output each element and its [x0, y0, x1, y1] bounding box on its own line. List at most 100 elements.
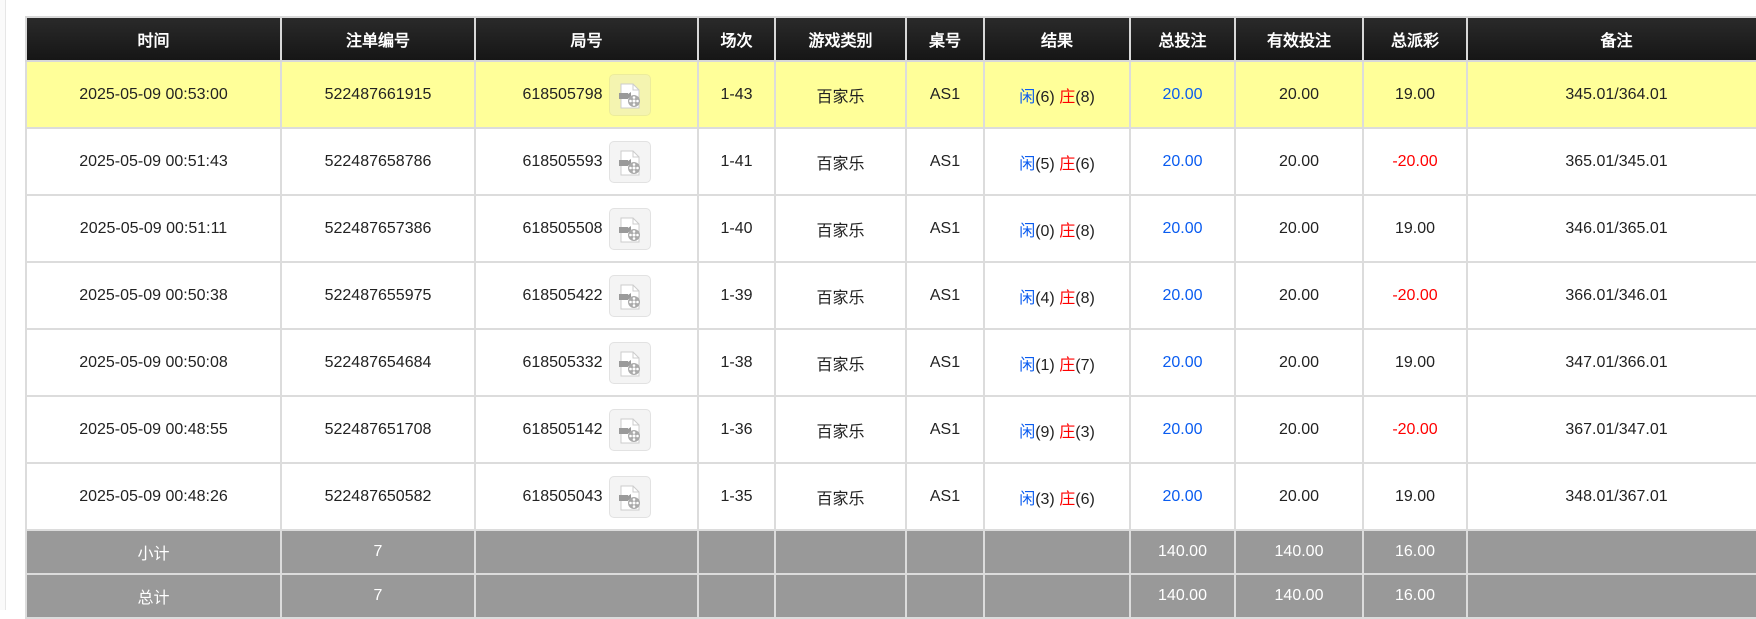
table-row: 2025-05-09 00:53:00 522487661915 6185057…	[25, 60, 1756, 129]
total-bet-cell: 20.00	[1129, 194, 1236, 263]
bet-history-table: 时间 注单编号 局号 场次 游戏类别 桌号 结果 总投注 有效投注 总派彩 备注 2025-05-0…	[25, 16, 1756, 619]
table-number-cell: AS1	[905, 194, 985, 263]
player-label: 闲	[1019, 490, 1036, 508]
total-bet-cell: 20.00	[1129, 328, 1236, 397]
table-number-cell: AS1	[905, 328, 985, 397]
subtotal-total-bet: 140.00	[1129, 529, 1236, 575]
column-header: 时间	[25, 16, 282, 62]
column-header: 总派彩	[1362, 16, 1468, 62]
player-score: (4)	[1035, 289, 1055, 307]
bet-id-cell: 522487655975	[280, 261, 476, 330]
column-header: 有效投注	[1234, 16, 1364, 62]
empty-cell	[1466, 573, 1756, 619]
result-cell: 闲(0) 庄(8)	[983, 194, 1131, 263]
total-bet-cell: 20.00	[1129, 462, 1236, 531]
session-cell: 1-38	[697, 328, 776, 397]
game-type-cell: 百家乐	[774, 194, 907, 263]
banker-label: 庄	[1059, 222, 1076, 240]
column-header: 桌号	[905, 16, 985, 62]
payout-cell: 19.00	[1362, 194, 1468, 263]
round-cell: 618505593	[474, 127, 699, 196]
subtotal-valid-bet: 140.00	[1234, 529, 1364, 575]
empty-cell	[905, 529, 985, 575]
total-bet-cell: 20.00	[1129, 60, 1236, 129]
round-cell: 618505043	[474, 462, 699, 531]
time-cell: 2025-05-09 00:51:11	[25, 194, 282, 263]
result-cell: 闲(6) 庄(8)	[983, 60, 1131, 129]
player-label: 闲	[1019, 88, 1036, 106]
empty-cell	[983, 573, 1131, 619]
time-cell: 2025-05-09 00:53:00	[25, 60, 282, 129]
time-cell: 2025-05-09 00:50:08	[25, 328, 282, 397]
valid-bet-cell: 20.00	[1234, 328, 1364, 397]
round-cell: 618505332	[474, 328, 699, 397]
game-type-cell: 百家乐	[774, 60, 907, 129]
bet-id-cell: 522487650582	[280, 462, 476, 531]
banker-label: 庄	[1059, 155, 1076, 173]
session-cell: 1-39	[697, 261, 776, 330]
empty-cell	[774, 573, 907, 619]
game-type-cell: 百家乐	[774, 462, 907, 531]
round-cell: 618505508	[474, 194, 699, 263]
valid-bet-cell: 20.00	[1234, 60, 1364, 129]
bet-id-cell: 522487651708	[280, 395, 476, 464]
total-valid-bet: 140.00	[1234, 573, 1364, 619]
empty-cell	[697, 573, 776, 619]
round-number: 618505142	[522, 420, 603, 438]
total-count: 7	[280, 573, 476, 619]
banker-label: 庄	[1059, 88, 1076, 106]
empty-cell	[697, 529, 776, 575]
result-cell: 闲(4) 庄(8)	[983, 261, 1131, 330]
table-number-cell: AS1	[905, 261, 985, 330]
video-replay-icon[interactable]	[608, 140, 651, 183]
banker-label: 庄	[1059, 289, 1076, 307]
total-total-bet: 140.00	[1129, 573, 1236, 619]
subtotal-row: 小计 7 140.00 140.00 16.00	[25, 529, 1756, 575]
total-payout: 16.00	[1362, 573, 1468, 619]
banker-label: 庄	[1059, 490, 1076, 508]
round-number: 618505508	[522, 219, 603, 237]
session-cell: 1-43	[697, 60, 776, 129]
player-score: (1)	[1035, 356, 1055, 374]
video-replay-icon[interactable]	[608, 475, 651, 518]
video-replay-icon[interactable]	[608, 207, 651, 250]
video-replay-icon[interactable]	[608, 408, 651, 451]
game-type-cell: 百家乐	[774, 395, 907, 464]
total-row: 总计 7 140.00 140.00 16.00	[25, 573, 1756, 619]
player-score: (9)	[1035, 423, 1055, 441]
column-header: 游戏类别	[774, 16, 907, 62]
valid-bet-cell: 20.00	[1234, 462, 1364, 531]
column-header: 局号	[474, 16, 699, 62]
session-cell: 1-35	[697, 462, 776, 531]
player-score: (3)	[1035, 490, 1055, 508]
session-cell: 1-36	[697, 395, 776, 464]
video-replay-icon[interactable]	[608, 341, 651, 384]
table-row: 2025-05-09 00:50:08 522487654684 6185053…	[25, 328, 1756, 397]
banker-score: (6)	[1075, 155, 1095, 173]
round-cell: 618505422	[474, 261, 699, 330]
video-replay-icon[interactable]	[608, 274, 651, 317]
header-row: 时间 注单编号 局号 场次 游戏类别 桌号 结果 总投注 有效投注 总派彩 备注	[25, 16, 1756, 62]
result-cell: 闲(3) 庄(6)	[983, 462, 1131, 531]
banker-score: (3)	[1075, 423, 1095, 441]
table-row: 2025-05-09 00:51:11 522487657386 6185055…	[25, 194, 1756, 263]
time-cell: 2025-05-09 00:50:38	[25, 261, 282, 330]
player-label: 闲	[1019, 155, 1036, 173]
banker-label: 庄	[1059, 423, 1076, 441]
game-type-cell: 百家乐	[774, 328, 907, 397]
table-row: 2025-05-09 00:51:43 522487658786 6185055…	[25, 127, 1756, 196]
banker-score: (8)	[1075, 222, 1095, 240]
payout-cell: 19.00	[1362, 328, 1468, 397]
empty-cell	[774, 529, 907, 575]
result-cell: 闲(1) 庄(7)	[983, 328, 1131, 397]
valid-bet-cell: 20.00	[1234, 127, 1364, 196]
video-replay-icon[interactable]	[608, 73, 651, 116]
empty-cell	[474, 529, 699, 575]
table-number-cell: AS1	[905, 60, 985, 129]
round-number: 618505798	[522, 85, 603, 103]
column-header: 结果	[983, 16, 1131, 62]
payout-cell: -20.00	[1362, 261, 1468, 330]
payout-cell: 19.00	[1362, 60, 1468, 129]
game-type-cell: 百家乐	[774, 261, 907, 330]
column-header: 总投注	[1129, 16, 1236, 62]
